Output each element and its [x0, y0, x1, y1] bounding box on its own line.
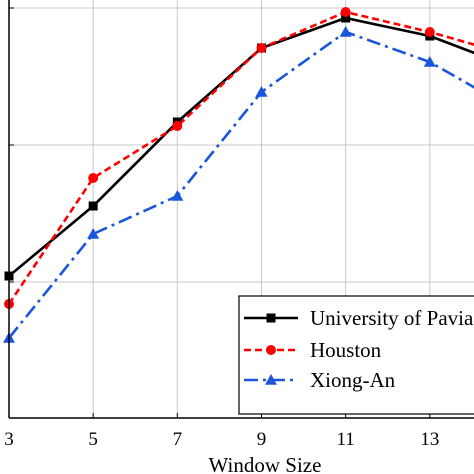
legend-marker-1 [266, 345, 276, 355]
x-tick-label-3: 9 [257, 429, 267, 450]
series-2-point-3 [255, 86, 268, 97]
x-tick-label-1: 5 [88, 429, 98, 450]
series-2-point-4 [339, 26, 352, 37]
legend-marker-0 [266, 313, 276, 323]
x-axis-title: Window Size [209, 453, 322, 474]
series-0-point-1 [88, 201, 98, 211]
legend-box [238, 295, 474, 415]
x-tick-label-2: 7 [173, 429, 183, 450]
series-1-point-5 [424, 27, 435, 37]
series-line-0 [8, 16, 474, 277]
x-tick-labels: 3 5 7 9 11 13 [4, 429, 439, 450]
series-2-point-2 [171, 190, 184, 201]
series-2-point-5 [423, 56, 436, 67]
series-1-point-3 [256, 43, 267, 53]
legend-marker-2 [265, 374, 277, 385]
series-2-point-1 [87, 228, 100, 239]
series-line-1 [7, 10, 474, 305]
x-tick-label-4: 11 [337, 429, 355, 450]
series-layer [3, 7, 474, 343]
series-1-point-4 [340, 7, 351, 17]
legend-label-1: Houston [310, 338, 382, 362]
legend: University of Pavia Houston Xiong-An [238, 295, 474, 415]
x-tick-label-5: 13 [420, 429, 439, 450]
series-1 [4, 7, 474, 309]
legend-label-2: Xiong-An [310, 368, 396, 392]
series-1-point-1 [88, 173, 99, 183]
legend-label-0: University of Pavia [310, 306, 474, 330]
series-0-point-4 [341, 13, 351, 23]
series-line-2 [7, 30, 474, 339]
series-2 [3, 26, 474, 343]
series-1-point-2 [172, 121, 183, 131]
grid-lines [9, 0, 474, 418]
x-tick-label-0: 3 [4, 429, 14, 450]
